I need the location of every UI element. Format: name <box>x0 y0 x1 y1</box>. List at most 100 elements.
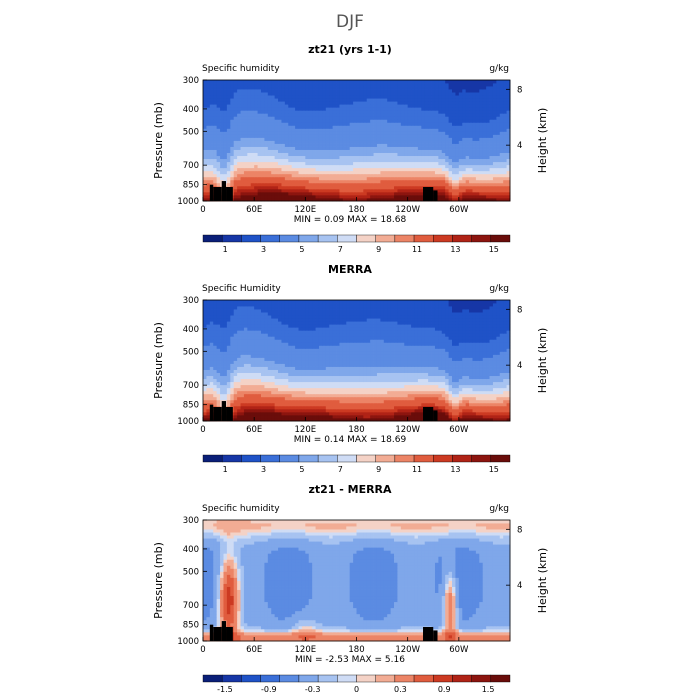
heatmap-cell <box>318 164 323 169</box>
heatmap-cell <box>254 173 258 178</box>
heatmap-cell <box>441 107 446 111</box>
heatmap-cell <box>448 80 453 84</box>
heatmap-cell <box>301 146 306 150</box>
heatmap-cell <box>383 170 388 175</box>
heatmap-cell <box>503 167 507 172</box>
heatmap-cell <box>475 146 480 150</box>
heatmap-cell <box>469 131 473 135</box>
heatmap-cell <box>278 185 282 190</box>
heatmap-cell <box>359 134 364 138</box>
heatmap-cell <box>492 131 497 135</box>
heatmap-cell <box>267 185 272 190</box>
heatmap-cell <box>376 399 381 404</box>
heatmap-cell <box>332 167 337 172</box>
heatmap-cell <box>291 155 296 160</box>
heatmap-cell <box>383 158 388 163</box>
heatmap-cell <box>274 89 279 93</box>
heatmap-cell <box>431 146 436 150</box>
heatmap-cell <box>339 405 344 410</box>
heatmap-cell <box>383 119 388 123</box>
heatmap-cell <box>458 399 463 404</box>
heatmap-cell <box>237 375 241 380</box>
heatmap-cell <box>465 92 470 96</box>
heatmap-cell <box>390 188 395 193</box>
heatmap-cell <box>312 411 316 416</box>
heatmap-cell <box>312 98 316 102</box>
heatmap-cell <box>301 122 306 126</box>
heatmap-cell <box>206 414 211 419</box>
heatmap-cell <box>353 125 357 129</box>
heatmap-cell <box>455 194 460 199</box>
heatmap-cell <box>489 131 494 135</box>
heatmap-cell <box>329 122 334 126</box>
heatmap-cell <box>472 381 477 386</box>
heatmap-cell <box>281 86 286 90</box>
heatmap-cell <box>260 164 265 169</box>
heatmap-cell <box>203 170 207 175</box>
heatmap-cell <box>243 402 248 407</box>
heatmap-cell <box>390 92 395 96</box>
heatmap-cell <box>455 414 460 419</box>
heatmap-cell <box>469 83 473 87</box>
heatmap-cell <box>288 110 293 114</box>
heatmap-cell <box>414 197 419 202</box>
heatmap-cell <box>383 188 388 193</box>
heatmap-cell <box>257 101 262 105</box>
heatmap-cell <box>203 101 207 105</box>
heatmap-cell <box>472 384 477 389</box>
heatmap-cell <box>380 146 385 150</box>
heatmap-cell <box>254 98 258 102</box>
heatmap-cell <box>260 378 265 383</box>
heatmap-cell <box>284 158 289 163</box>
heatmap-cell <box>486 176 490 181</box>
heatmap-cell <box>438 381 443 386</box>
heatmap-cell <box>492 185 497 190</box>
heatmap-cell <box>284 182 289 187</box>
heatmap-cell <box>349 128 354 132</box>
heatmap-cell <box>363 116 368 120</box>
heatmap-cell <box>506 80 511 84</box>
heatmap-cell <box>267 393 272 398</box>
heatmap-cell <box>271 179 276 184</box>
heatmap-cell <box>390 104 395 108</box>
heatmap-cell <box>496 158 501 163</box>
heatmap-cell <box>271 92 276 96</box>
heatmap-cell <box>356 149 361 153</box>
heatmap-cell <box>243 173 248 178</box>
heatmap-cell <box>469 116 473 120</box>
heatmap-cell <box>455 149 460 153</box>
heatmap-cell <box>298 131 303 135</box>
heatmap-cell <box>492 89 497 93</box>
heatmap-cell <box>312 95 316 99</box>
heatmap-cell <box>404 134 409 138</box>
heatmap-cell <box>465 182 470 187</box>
heatmap-cell <box>226 375 231 380</box>
heatmap-cell <box>370 191 374 196</box>
heatmap-cell <box>455 122 460 126</box>
heatmap-cell <box>438 188 443 193</box>
heatmap-cell <box>298 149 303 153</box>
heatmap-cell <box>305 131 310 135</box>
heatmap-cell <box>353 399 357 404</box>
heatmap-cell <box>298 119 303 123</box>
heatmap-cell <box>353 80 357 84</box>
heatmap-cell <box>407 408 412 413</box>
heatmap-cell <box>390 164 395 169</box>
heatmap-cell <box>448 155 453 160</box>
heatmap-cell <box>237 179 241 184</box>
heatmap-cell <box>411 107 415 111</box>
heatmap-cell <box>486 128 490 132</box>
heatmap-cell <box>363 152 368 157</box>
heatmap-cell <box>305 113 310 117</box>
heatmap-cell <box>400 110 405 114</box>
heatmap-cell <box>383 194 388 199</box>
heatmap-cell <box>411 116 415 120</box>
heatmap-cell <box>482 134 487 138</box>
heatmap-cell <box>295 194 299 199</box>
heatmap-cell <box>455 116 460 120</box>
heatmap-cell <box>305 390 310 395</box>
heatmap-cell <box>486 110 490 114</box>
heatmap-cell <box>434 176 439 181</box>
heatmap-cell <box>492 107 497 111</box>
heatmap-cell <box>411 161 415 166</box>
